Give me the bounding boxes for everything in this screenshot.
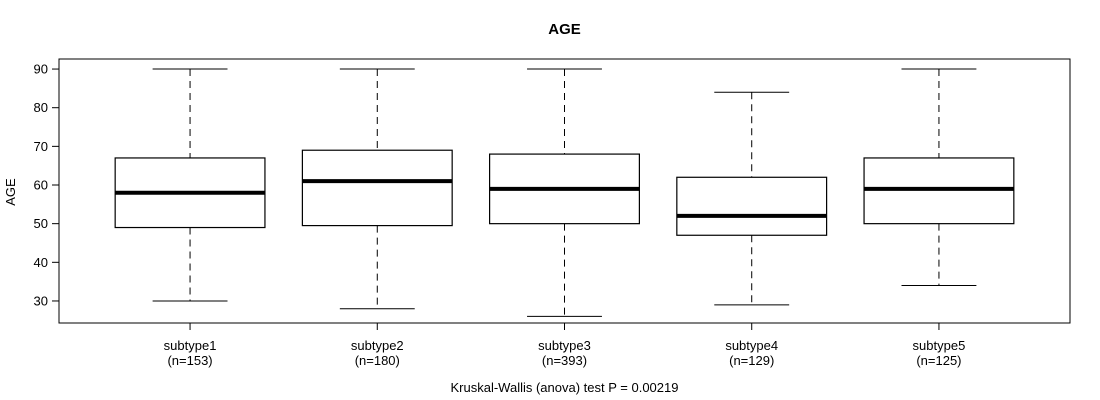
x-tick-sublabel: (n=125)	[916, 353, 961, 368]
y-tick-label: 60	[34, 178, 48, 193]
y-tick-label: 30	[34, 293, 48, 308]
x-tick-label: subtype2	[351, 338, 404, 353]
y-tick-label: 70	[34, 139, 48, 154]
x-tick-sublabel: (n=180)	[355, 353, 400, 368]
x-tick-sublabel: (n=153)	[167, 353, 212, 368]
boxplot-group-subtype2: subtype2(n=180)	[301, 68, 453, 368]
y-tick-label: 50	[34, 216, 48, 231]
boxplot-group-subtype3: subtype3(n=393)	[489, 68, 640, 368]
x-tick-label: subtype1	[164, 338, 217, 353]
x-tick-label: subtype3	[538, 338, 591, 353]
x-tick-sublabel: (n=393)	[542, 353, 587, 368]
iqr-box	[301, 149, 453, 227]
boxplot-group-subtype5: subtype5(n=125)	[863, 68, 1015, 368]
y-tick-label: 90	[34, 62, 48, 77]
stats-caption: Kruskal-Wallis (anova) test P = 0.00219	[450, 380, 679, 395]
x-tick-label: subtype5	[913, 338, 966, 353]
boxplot-group-subtype1: subtype1(n=153)	[114, 68, 266, 368]
chart-title: AGE	[548, 21, 581, 38]
x-tick-sublabel: (n=129)	[729, 353, 774, 368]
iqr-box	[676, 176, 828, 236]
y-tick-label: 80	[34, 100, 48, 115]
y-tick-label: 40	[34, 255, 48, 270]
boxplot-group-subtype4: subtype4(n=129)	[676, 91, 828, 368]
x-tick-label: subtype4	[725, 338, 778, 353]
